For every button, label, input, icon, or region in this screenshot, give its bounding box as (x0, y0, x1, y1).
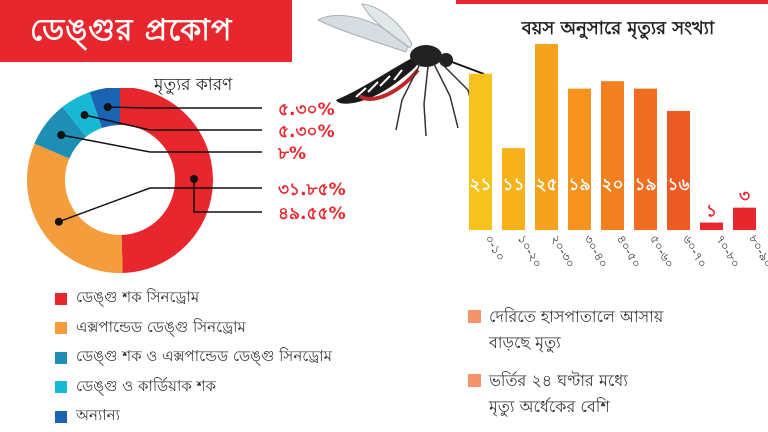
leader-line (193, 178, 262, 213)
bar-value-label: ৩ (739, 187, 750, 207)
leader-line (61, 134, 262, 153)
bar (634, 88, 657, 230)
bar (568, 88, 591, 230)
slice-value-label: ৫.৩০% (278, 122, 335, 142)
note-line: ভর্তির ২৪ ঘণ্টার মধ্যে (489, 371, 628, 390)
legend-item: এক্সপান্ডেড ডেঙ্গু সিনড্রোম (55, 314, 332, 344)
legend-label: ডেঙ্গু ও কার্ডিয়াক শক (76, 376, 216, 395)
legend-item: ডেঙ্গু শক ও এক্সপান্ডেড ডেঙ্গু সিনড্রোম (55, 343, 332, 373)
bar-category-label: ০-১০ (482, 233, 508, 264)
accent-bar (456, 0, 768, 4)
legend-item: অন্যান্য (55, 402, 332, 432)
legend-item: ডেঙ্গু শক সিনড্রোম (55, 284, 332, 314)
donut-slice (26, 143, 123, 273)
note-line: মৃত্যু অর্ধেকের বেশি (489, 397, 610, 416)
bar-value-label: ২৫ (535, 175, 557, 195)
bar-category-label: ৪০-৫০ (614, 233, 644, 271)
legend-item: ডেঙ্গু ও কার্ডিয়াক শক (55, 373, 332, 403)
donut-legend: ডেঙ্গু শক সিনড্রোম এক্সপান্ডেড ডেঙ্গু সিন… (55, 284, 332, 432)
mosquito-icon (316, 3, 485, 137)
slice-value-label: ৫.৩০% (278, 100, 335, 120)
slice-value-label: ৪৯.৫৫% (278, 204, 346, 224)
bar (601, 81, 624, 230)
leader-line (58, 187, 262, 223)
donut-chart: ৫.৩০%৫.৩০%৮%৩১.৮৫%৪৯.৫৫% (26, 88, 346, 273)
bar-value-label: ১ (706, 202, 717, 222)
legend-label: এক্সপান্ডেড ডেঙ্গু সিনড্রোম (76, 317, 246, 336)
bar-value-label: ২০ (601, 175, 623, 195)
legend-swatch (55, 322, 67, 335)
donut-chart-title: মৃত্যুর কারণ (154, 75, 233, 95)
title-banner: ডেঙ্গুর প্রকোপ (0, 0, 292, 62)
bar-category-label: ৮০-৯০ (746, 233, 768, 271)
bar (469, 73, 492, 230)
bar (733, 207, 756, 230)
leader-dot (80, 111, 89, 120)
bar (502, 148, 525, 230)
bar-value-label: ১৯ (634, 175, 656, 195)
bar-value-label: ২১ (469, 175, 491, 195)
slice-value-label: ৮% (277, 144, 306, 164)
note-late-arrival: দেরিতে হাসপাতালে আসায় বাড়ছে মৃত্যু (468, 304, 663, 356)
legend-swatch (55, 381, 67, 394)
bar-category-label: ২০-৩০ (548, 233, 578, 271)
note-bullet (468, 374, 481, 387)
bar-value-label: ১১ (502, 175, 524, 195)
legend-label: ডেঙ্গু শক সিনড্রোম (76, 288, 200, 307)
legend-swatch (55, 410, 67, 423)
note-bullet (468, 310, 481, 323)
bar-chart-title: বয়স অনুসারে মৃত্যুর সংখ্যা (521, 18, 715, 39)
slice-value-label: ৩১.৮৫% (278, 180, 346, 200)
leader-dot (57, 131, 66, 140)
bar-category-label: ১০-২০ (515, 233, 545, 271)
bar (667, 110, 690, 230)
bar-category-label: ৩০-৪০ (581, 233, 611, 271)
leader-line (84, 114, 262, 131)
leader-line (107, 106, 262, 109)
bar (535, 44, 558, 230)
bar-value-label: ১৬ (667, 175, 689, 195)
legend-label: অন্যান্য (76, 406, 120, 425)
note-within-24h: ভর্তির ২৪ ঘণ্টার মধ্যে মৃত্যু অর্ধেকের ব… (468, 368, 628, 420)
leader-dot (103, 103, 112, 112)
bar-category-label: ৫০-৬০ (647, 233, 677, 271)
legend-label: ডেঙ্গু শক ও এক্সপান্ডেড ডেঙ্গু সিনড্রোম (76, 347, 332, 366)
bar-category-label: ৬০-৭০ (680, 233, 710, 271)
page-title: ডেঙ্গুর প্রকোপ (30, 12, 233, 48)
bar-chart: ২১ ০-১০ ১১ ১০-২০ ২৫ ২০-৩০ ১৯ ৩০-৪০ ২০ ৪০-৫০ ১৯ ৫০-৬… (469, 44, 768, 271)
bar-value-label: ১৯ (568, 175, 590, 195)
bar (700, 222, 723, 230)
legend-swatch (55, 351, 67, 364)
note-line: বাড়ছে মৃত্যু (489, 333, 561, 352)
legend-swatch (55, 292, 67, 305)
bar-category-label: ৭০-৮০ (713, 233, 743, 271)
note-line: দেরিতে হাসপাতালে আসায় (489, 307, 664, 326)
donut-slice (120, 88, 213, 273)
